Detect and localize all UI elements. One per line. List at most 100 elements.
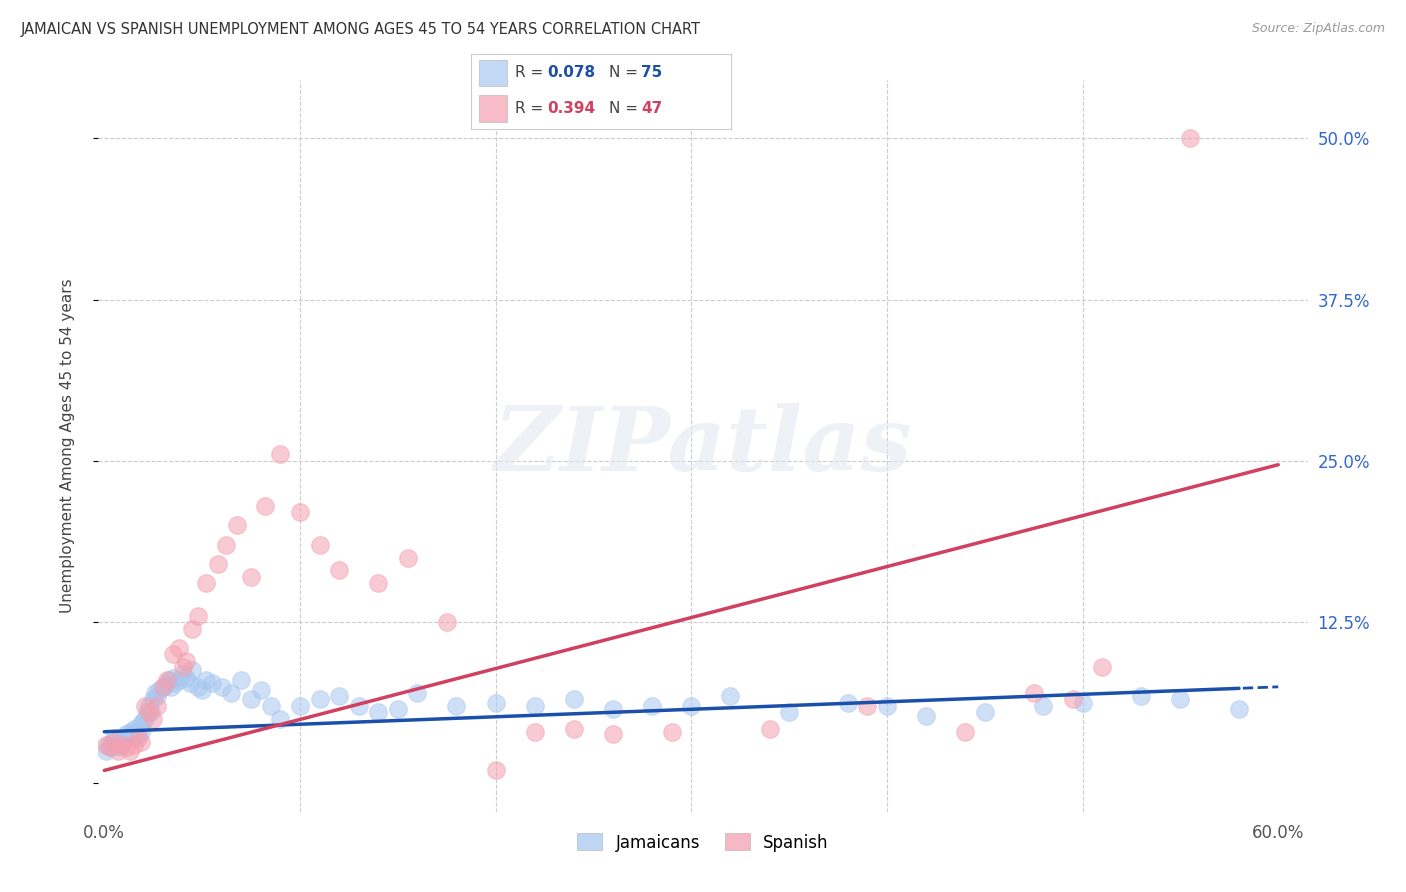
Point — [446, 698, 468, 713]
Y-axis label: Unemployment Among Ages 45 to 54 years: Unemployment Among Ages 45 to 54 years — [60, 278, 75, 614]
Point — [143, 686, 166, 700]
Point — [641, 698, 664, 713]
Point — [856, 698, 879, 713]
Point — [181, 622, 204, 636]
Point — [973, 706, 995, 720]
Point — [114, 727, 136, 741]
Point — [111, 738, 134, 752]
Point — [1032, 698, 1054, 713]
Point — [131, 724, 153, 739]
Point — [602, 727, 624, 741]
Point — [118, 744, 141, 758]
Point — [1071, 697, 1094, 711]
Point — [308, 692, 330, 706]
Point — [523, 698, 546, 713]
Point — [136, 706, 159, 720]
Point — [101, 735, 124, 749]
Text: JAMAICAN VS SPANISH UNEMPLOYMENT AMONG AGES 45 TO 54 YEARS CORRELATION CHART: JAMAICAN VS SPANISH UNEMPLOYMENT AMONG A… — [21, 22, 702, 37]
Point — [1062, 692, 1084, 706]
Point — [221, 686, 243, 700]
Point — [156, 675, 179, 690]
Point — [146, 689, 169, 703]
Text: N =: N = — [609, 101, 643, 116]
Point — [347, 698, 370, 713]
Point — [107, 744, 129, 758]
Point — [127, 731, 149, 746]
Point — [1091, 660, 1114, 674]
Point — [253, 499, 276, 513]
Text: 0.078: 0.078 — [548, 65, 596, 80]
Point — [138, 706, 160, 720]
Point — [211, 680, 233, 694]
Point — [758, 722, 780, 736]
Point — [1130, 689, 1153, 703]
Point — [105, 738, 128, 752]
Point — [103, 731, 125, 746]
Point — [142, 692, 165, 706]
Point — [562, 722, 585, 736]
Point — [118, 724, 141, 739]
Point — [152, 680, 174, 694]
Point — [207, 557, 229, 571]
Point — [269, 447, 291, 461]
Point — [195, 576, 218, 591]
Point — [201, 675, 224, 690]
Text: 0.394: 0.394 — [548, 101, 596, 116]
Point — [396, 550, 419, 565]
Point — [132, 714, 155, 729]
Point — [367, 706, 389, 720]
Point — [269, 712, 291, 726]
Point — [406, 686, 429, 700]
Point — [661, 724, 683, 739]
Point — [259, 698, 281, 713]
Point — [127, 727, 149, 741]
Point — [138, 698, 160, 713]
Point — [112, 731, 135, 746]
Point — [172, 666, 194, 681]
Point — [214, 538, 236, 552]
Point — [436, 615, 458, 629]
Point — [176, 671, 198, 685]
Point — [98, 740, 121, 755]
Point — [122, 738, 145, 752]
Text: Source: ZipAtlas.com: Source: ZipAtlas.com — [1251, 22, 1385, 36]
Point — [1180, 131, 1202, 145]
Point — [681, 698, 703, 713]
Point — [250, 683, 273, 698]
Legend: Jamaicans, Spanish: Jamaicans, Spanish — [571, 827, 835, 858]
Point — [602, 701, 624, 715]
Point — [107, 740, 129, 755]
Point — [308, 538, 330, 552]
Point — [124, 724, 146, 739]
Point — [96, 744, 118, 758]
Point — [176, 654, 198, 668]
Point — [114, 740, 136, 755]
Point — [121, 727, 143, 741]
Point — [367, 576, 389, 591]
Text: 47: 47 — [641, 101, 662, 116]
Point — [191, 683, 214, 698]
Point — [146, 698, 169, 713]
Point — [108, 733, 131, 747]
Point — [96, 738, 118, 752]
Point — [181, 663, 204, 677]
Point — [837, 697, 859, 711]
Point — [163, 675, 186, 690]
Point — [915, 709, 938, 723]
Point — [167, 673, 190, 687]
Point — [187, 680, 209, 694]
Point — [195, 673, 218, 687]
Point — [141, 706, 163, 720]
Point — [328, 689, 350, 703]
Text: R =: R = — [515, 101, 548, 116]
Point — [172, 660, 194, 674]
Point — [159, 680, 181, 694]
Point — [142, 712, 165, 726]
Bar — [479, 95, 508, 122]
Point — [179, 675, 201, 690]
Point — [484, 697, 506, 711]
Point — [157, 673, 180, 687]
Point — [128, 718, 150, 732]
Point — [231, 673, 253, 687]
Point — [111, 736, 134, 750]
